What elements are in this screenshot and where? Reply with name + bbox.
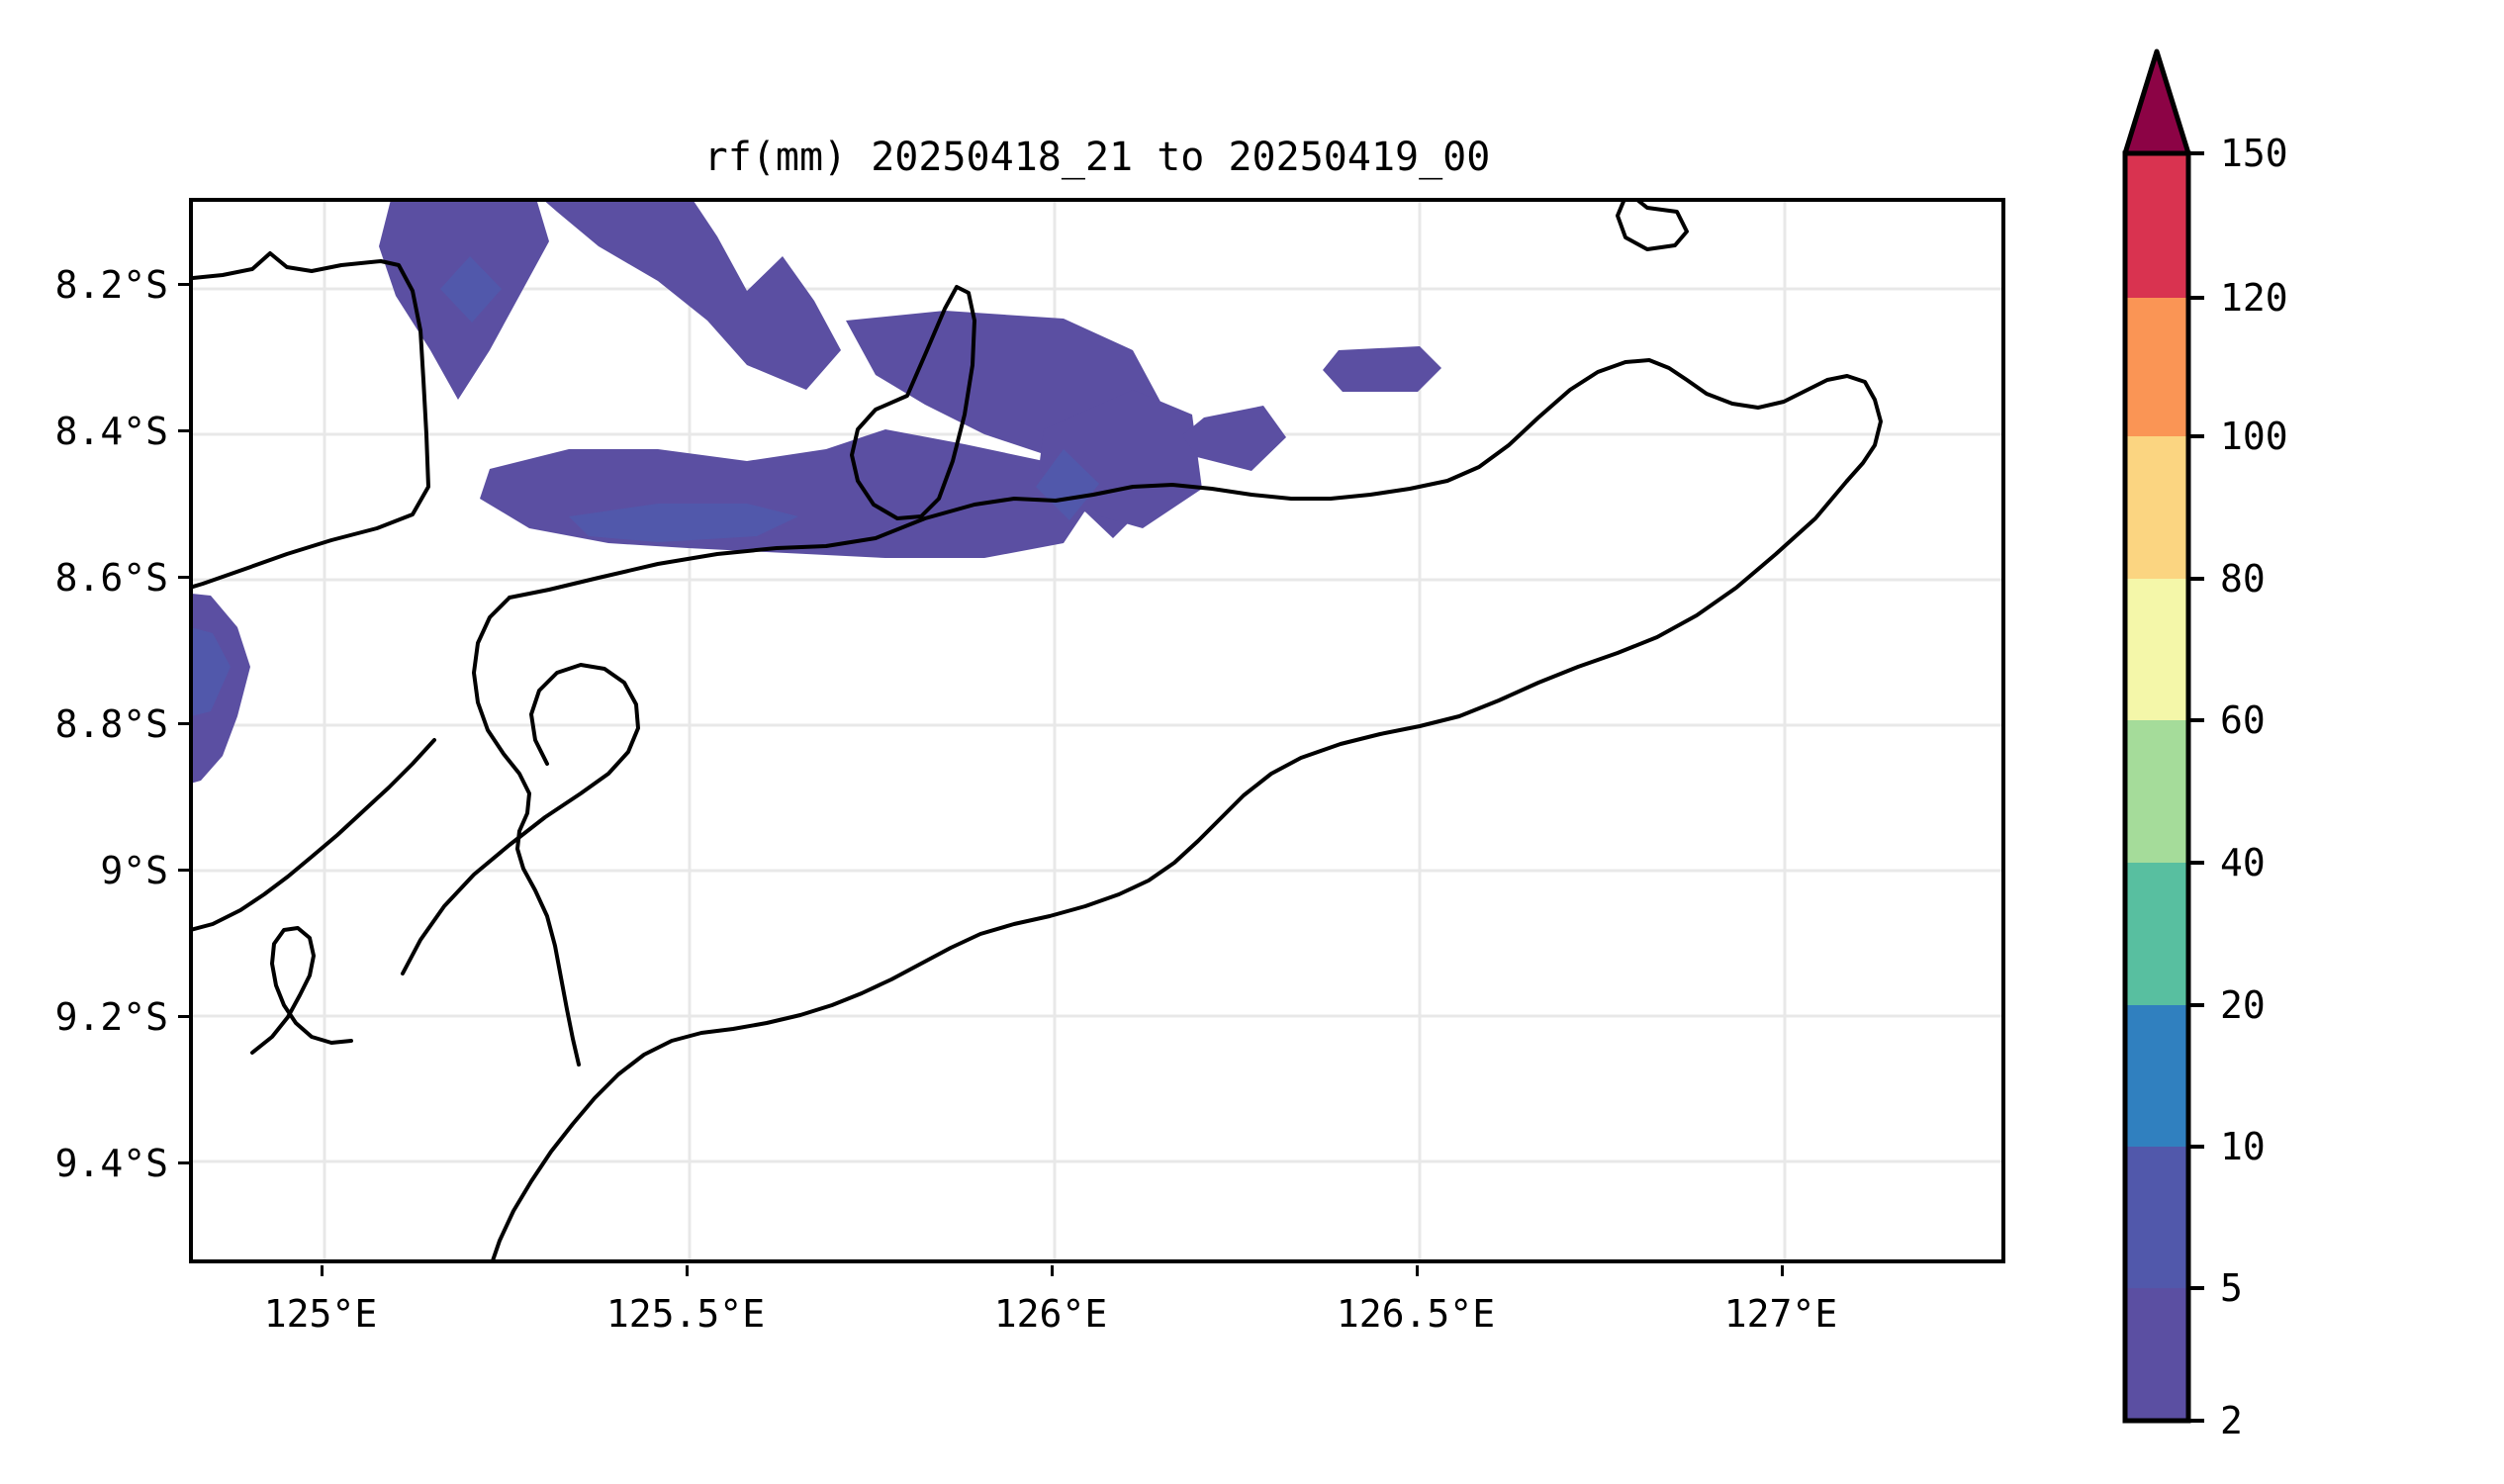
colorbar-tick-label-80: 80 [2220,557,2266,601]
colorbar-tick-mark [2186,577,2204,581]
colorbar-tick-label-20: 20 [2220,983,2266,1027]
colorbar-tick-label-10: 10 [2220,1125,2266,1168]
x-tick-label-127e: 127°E [1723,1292,1838,1336]
colorbar-tick-mark [2186,718,2204,722]
x-tick-label-125e: 125°E [263,1292,378,1336]
y-tick-label-8-4s: 8.4°S [54,410,168,453]
y-tick-label-8-6s: 8.6°S [54,556,168,600]
x-tick-mark [686,1265,689,1276]
colorbar-bands [2125,153,2188,1421]
colorbar-tick-label-100: 100 [2220,415,2288,458]
x-tick-mark [1416,1265,1419,1276]
y-tick-mark [178,1161,189,1164]
map-plot-area [193,202,2001,1259]
coastline [193,202,1883,1259]
map-axes [189,198,2005,1263]
colorbar-tick-label-120: 120 [2220,276,2288,320]
colorbar-tick-mark [2186,434,2204,438]
colorbar-tick-label-40: 40 [2220,841,2266,884]
colorbar-tick-label-5: 5 [2220,1266,2243,1310]
y-tick-mark [178,1015,189,1018]
colorbar-tick-mark [2186,1003,2204,1007]
map-canvas [193,202,2001,1259]
y-tick-label-8-2s: 8.2°S [54,263,168,307]
colorbar[interactable]: 150 120 100 80 60 40 20 10 5 2 [2122,47,2288,1442]
colorbar-extend-arrow [2122,48,2191,156]
x-tick-label-125-5e: 125.5°E [605,1292,766,1336]
x-tick-label-126-5e: 126.5°E [1336,1292,1496,1336]
colorbar-tick-label-60: 60 [2220,698,2266,742]
title-line-primary: rf(mm) 20250418_21 to 20250419_00 [703,135,1491,181]
y-tick-label-8-8s: 8.8°S [54,702,168,746]
y-tick-label-9s: 9°S [100,849,168,892]
x-tick-mark [1051,1265,1054,1276]
y-tick-mark [178,576,189,579]
y-tick-label-9-2s: 9.2°S [54,995,168,1039]
colorbar-canvas [2122,48,2191,1424]
x-tick-mark [1781,1265,1784,1276]
y-tick-mark [178,869,189,872]
colorbar-tick-mark [2186,1145,2204,1149]
y-tick-mark [178,283,189,286]
colorbar-tick-label-2: 2 [2220,1399,2243,1442]
x-tick-mark [321,1265,324,1276]
colorbar-tick-mark [2186,1286,2204,1290]
y-tick-mark [178,722,189,725]
colorbar-tick-mark [2186,296,2204,300]
rainfall-contour-band-5-10 [193,256,1099,716]
x-tick-label-126e: 126°E [993,1292,1108,1336]
colorbar-tick-mark [2186,1419,2204,1423]
colorbar-outline [2122,150,2191,1424]
colorbar-tick-mark [2186,151,2204,155]
y-tick-label-9-4s: 9.4°S [54,1142,168,1185]
colorbar-tick-mark [2186,861,2204,865]
colorbar-tick-label-150: 150 [2220,132,2288,175]
y-tick-mark [178,429,189,432]
